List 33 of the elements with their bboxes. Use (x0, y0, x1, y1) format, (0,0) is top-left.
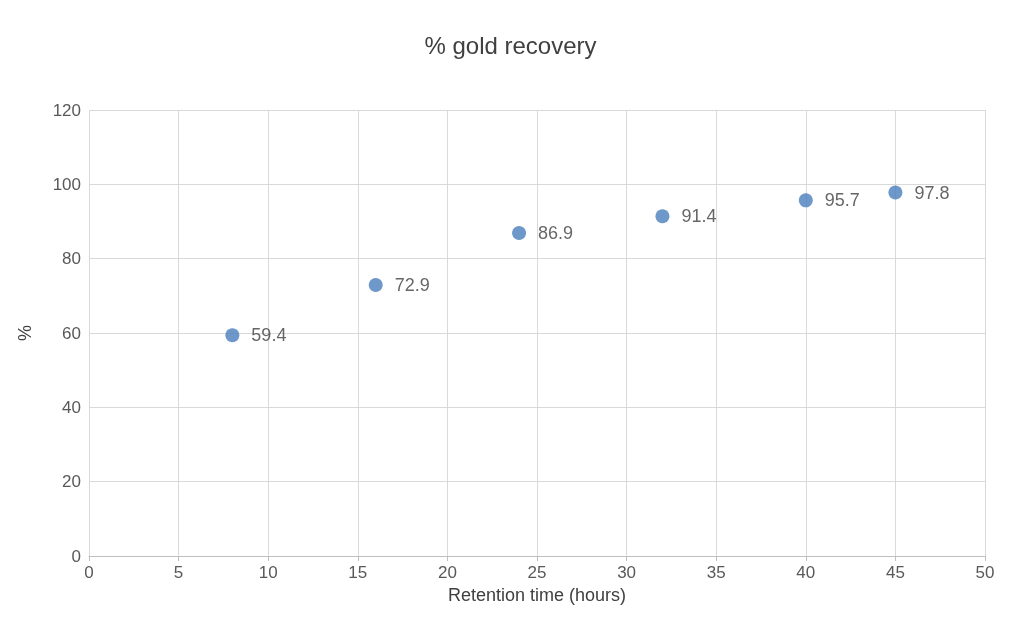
data-label: 97.8 (914, 182, 950, 203)
y-tick-label: 80 (62, 249, 81, 269)
y-axis-title: % (15, 324, 35, 342)
x-tick-label: 40 (796, 563, 816, 582)
x-tick-label: 30 (617, 563, 637, 582)
data-label: 86.9 (538, 223, 574, 244)
y-tick-label: 100 (52, 174, 81, 194)
point (888, 185, 903, 200)
y-tick-label: 120 (52, 100, 81, 120)
x-tick-label: 20 (437, 563, 457, 582)
y-tick-label: 40 (62, 397, 81, 417)
point (655, 209, 670, 224)
x-tick-label: 10 (258, 563, 278, 582)
x-tick-label: 5 (173, 563, 184, 582)
data-label: 95.7 (824, 190, 860, 211)
point (512, 226, 527, 241)
x-tick-label: 15 (348, 563, 368, 582)
y-tick-label: 0 (71, 546, 81, 566)
x-tick-label: 35 (706, 563, 726, 582)
chart-title: % gold recovery (424, 31, 597, 59)
x-axis-title: Retention time (hours) (447, 584, 627, 605)
data-label: 72.9 (394, 275, 430, 296)
data-label: 59.4 (251, 325, 287, 346)
x-tick-label: 0 (84, 563, 94, 582)
point (368, 278, 383, 293)
x-tick-label: 45 (885, 563, 905, 582)
data-label: 91.4 (681, 206, 717, 227)
x-tick-label: 25 (527, 563, 547, 582)
y-tick-label: 20 (62, 472, 81, 492)
point (798, 193, 813, 208)
point (225, 328, 240, 343)
y-tick-label: 60 (62, 323, 81, 343)
x-tick-label: 50 (975, 563, 995, 582)
